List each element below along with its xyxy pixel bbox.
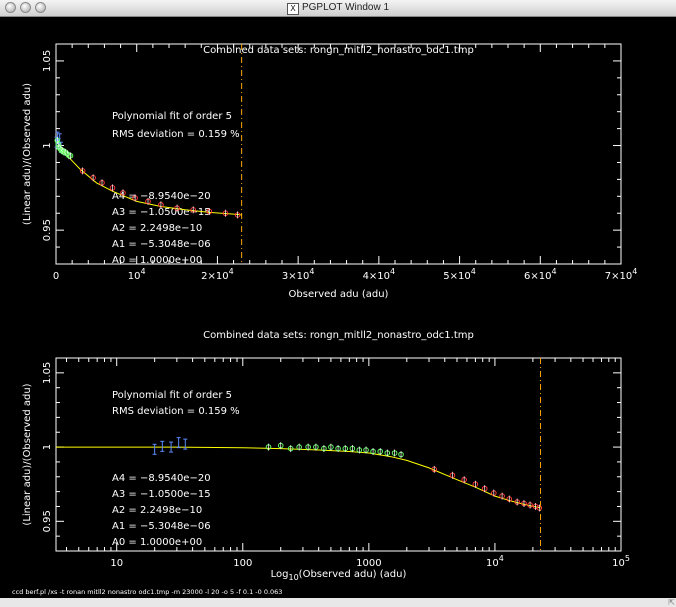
data-point-errorbar (169, 441, 174, 453)
y-tick-label: 1 (42, 142, 53, 148)
zoom-button[interactable] (35, 2, 46, 13)
chart-2: Combined data sets: rongn_mitll2_nonastr… (22, 330, 630, 582)
window-title: PGPLOT Window 1 (301, 2, 390, 13)
x-tick-label: 6×104 (524, 267, 557, 282)
chart-title: Combined data sets: rongn_mitll2_nonastr… (203, 45, 474, 56)
plot-svg: Combined data sets: rongn_mitll2_nonastr… (12, 43, 638, 596)
fit-curve (55, 145, 242, 216)
coefficient-text: A2 = 2.2498e−10 (112, 505, 202, 516)
x-tick-label: 7×104 (605, 267, 638, 282)
x-tick-label: 4×104 (363, 267, 396, 282)
rms-text: RMS deviation = 0.159 % (112, 406, 240, 417)
x-tick-label: 104 (128, 267, 146, 282)
rms-text: RMS deviation = 0.159 % (112, 129, 240, 140)
x-tick-label: 5×104 (443, 267, 476, 282)
pgplot-canvas: Combined data sets: rongn_mitll2_nonastr… (0, 17, 676, 598)
data-point-errorbar (183, 438, 188, 450)
coefficient-text: A1 = −5.3048e−06 (112, 239, 211, 250)
chart-1: Combined data sets: rongn_mitll2_nonastr… (22, 43, 638, 300)
coefficient-text: A0 = 1.0000e+00 (112, 255, 202, 266)
coefficient-text: A3 = −1.0500e−15 (112, 489, 211, 500)
y-tick-label: 0.95 (42, 510, 53, 532)
coefficient-text: A0 = 1.0000e+00 (112, 537, 202, 548)
x-tick-label: 100 (233, 558, 252, 569)
resize-grip-icon[interactable]: ⇱ (668, 598, 675, 607)
data-point-errorbar (152, 443, 157, 455)
fit-order-text: Polynomial fit of order 5 (112, 111, 232, 122)
fit-order-text: Polynomial fit of order 5 (112, 390, 232, 401)
y-axis-label: (Linear adu)/(Observed adu) (22, 83, 33, 225)
data-point-errorbar (160, 440, 165, 452)
y-tick-label: 1 (42, 444, 53, 450)
window-titlebar[interactable]: X PGPLOT Window 1 (0, 0, 676, 17)
x-tick-label: 3×104 (282, 267, 315, 282)
x-tick-label: 10 (110, 558, 123, 569)
y-axis-label: (Linear adu)/(Observed adu) (22, 383, 33, 525)
y-tick-label: 1.05 (42, 362, 53, 384)
x11-icon: X (286, 3, 299, 15)
x-tick-label: 105 (612, 554, 630, 569)
minimize-button[interactable] (20, 2, 31, 13)
y-tick-label: 0.95 (42, 219, 53, 241)
coefficient-text: A3 = −1.0500e−15 (112, 207, 211, 218)
x-axis-label: Log10(Observed adu) (adu) (271, 569, 407, 582)
data-point-errorbar (176, 437, 181, 449)
coefficient-text: A1 = −5.3048e−06 (112, 521, 211, 532)
close-button[interactable] (5, 2, 16, 13)
x-tick-label: 0 (53, 271, 59, 282)
chart-title: Combined data sets: rongn_mitll2_nonastr… (203, 330, 474, 341)
coefficient-text: A2 = 2.2498e−10 (112, 223, 202, 234)
window-bottom-bar: ⇱ (0, 598, 676, 607)
command-line-text: ccd berf.pl /xs -t ronan mitll2 nonastro… (12, 588, 282, 596)
window-title-area: X PGPLOT Window 1 (0, 2, 676, 15)
coefficient-text: A4 = −8.9540e−20 (112, 191, 211, 202)
coefficient-text: A4 = −8.9540e−20 (112, 473, 211, 484)
x-tick-label: 104 (486, 554, 504, 569)
x-axis-label: Observed adu (adu) (289, 289, 389, 300)
x-tick-label: 1000 (356, 558, 381, 569)
plot-frame (55, 357, 622, 552)
y-tick-label: 1.05 (42, 50, 53, 72)
x-tick-label: 2×104 (201, 267, 234, 282)
plot-frame (55, 43, 622, 265)
